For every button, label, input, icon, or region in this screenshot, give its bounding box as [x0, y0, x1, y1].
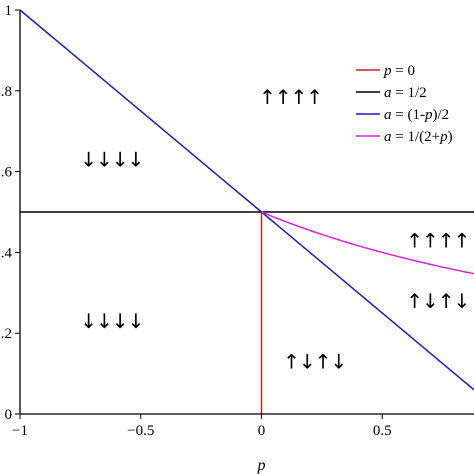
arrow-annotation: ↑↑↑↑: [406, 228, 469, 252]
annotations: ↑↑↑↑ ↓↓↓↓ ↑↑↑↑ ↑↓↑↓ ↓↓↓↓ ↑↓↑↓: [80, 85, 470, 374]
x-tick-label: −1: [12, 423, 28, 439]
arrow-annotation: ↑↓↑↓: [283, 349, 346, 373]
x-tick-label: 0: [258, 423, 266, 439]
legend: p = 0 a = 1/2 a = (1-p)/2 a = 1/(2+p): [356, 63, 453, 145]
legend-entry: a = 1/(2+p): [384, 129, 453, 145]
y-tick-label: .2: [1, 326, 12, 342]
x-tick-label: −0.5: [127, 423, 154, 439]
y-tick-label: .8: [1, 84, 12, 100]
y-tick-label: 0: [5, 407, 13, 423]
y-tick-label: 1: [5, 3, 13, 19]
series-line-2: [19, 9, 474, 391]
legend-entry: a = (1-p)/2: [384, 107, 449, 123]
x-axis-title: p: [256, 457, 265, 474]
arrow-annotation: ↑↑↑↑: [259, 85, 322, 109]
y-tick-label: .6: [1, 165, 13, 181]
arrow-annotation: ↓↓↓↓: [80, 309, 143, 333]
plot-lines: [19, 9, 474, 414]
arrow-annotation: ↑↓↑↓: [406, 289, 469, 313]
series-line-3: [261, 211, 474, 275]
x-tick-label: 0.5: [373, 423, 392, 439]
legend-entry: a = 1/2: [384, 85, 427, 101]
arrow-annotation: ↓↓↓↓: [80, 147, 143, 171]
axes: −1 −0.5 0 0.5 0 .2 .4 .6 .8 1: [1, 3, 474, 439]
legend-entry: p = 0: [383, 63, 415, 79]
y-tick-label: .4: [1, 245, 13, 261]
